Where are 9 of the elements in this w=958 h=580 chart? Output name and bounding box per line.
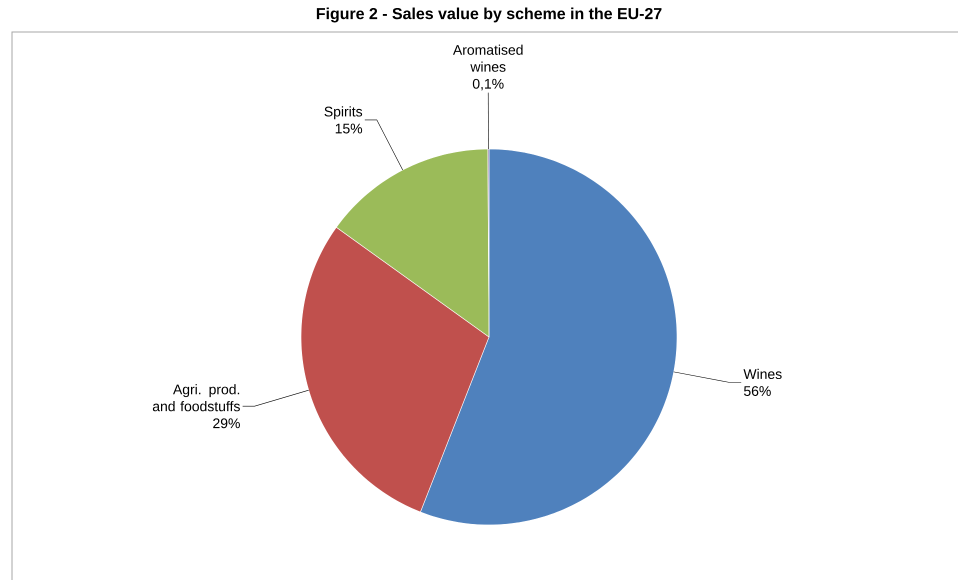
chart-title: Figure 2 - Sales value by scheme in the EU-27 <box>316 8 662 22</box>
data-label: 0,1% <box>472 78 504 90</box>
slice-label: Agri. prod. and foodstuffs <box>152 384 240 412</box>
data-label: 15% <box>336 124 362 134</box>
slice-label: Wines <box>743 368 782 380</box>
slice-label: Spirits <box>324 106 362 120</box>
slice-label: Aromatised wines <box>452 44 523 72</box>
data-label: 29% <box>213 418 240 428</box>
data-label: 56% <box>744 386 771 396</box>
